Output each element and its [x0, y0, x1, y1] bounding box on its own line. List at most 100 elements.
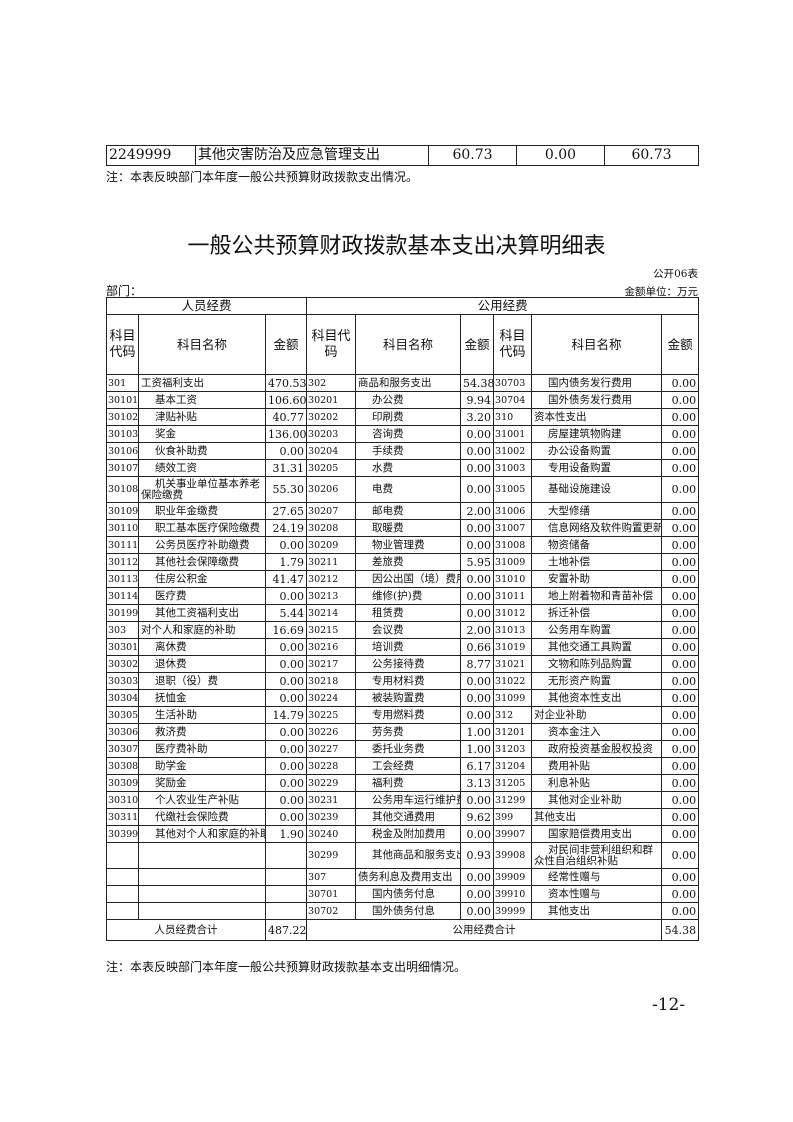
table-row: 30306 救济费 0.00 30226 劳务费 1.00 31201 资本金注入 0.00 [106, 723, 700, 741]
table-row: 307 债务利息及费用支出 0.00 39909 经常性赠与 0.00 [106, 868, 700, 886]
code-cell: 30201 [306, 391, 357, 409]
code-cell: 301 [106, 374, 139, 392]
code-cell: 30102 [106, 408, 139, 426]
amount-cell: 0.00 [460, 536, 495, 554]
name-cell: 无形资产购置 [531, 672, 663, 690]
name-cell: 物业管理费 [355, 536, 462, 554]
code-cell: 31001 [493, 425, 533, 443]
amount-cell: 0.00 [661, 868, 700, 886]
department-label: 部门： [106, 284, 143, 298]
name-cell: 电费 [355, 476, 462, 503]
amount-cell: 14.79 [264, 706, 308, 724]
code-cell: 30310 [106, 791, 139, 809]
amount-cell: 0.00 [264, 774, 308, 792]
code-cell: 30103 [106, 425, 139, 443]
code-cell: 31008 [493, 536, 533, 554]
name-cell: 维修(护)费 [355, 587, 462, 605]
amount-cell: 0.00 [661, 791, 700, 809]
name-cell: 其他对个人和家庭的补助 [138, 825, 266, 843]
name-cell: 委托业务费 [355, 740, 462, 758]
name-cell: 因公出国（境）费用 [355, 570, 462, 588]
table-row: 30106 伙食补助费 0.00 30204 手续费 0.00 31002 办公设备购置 0.0… [106, 442, 700, 460]
code-cell: 30399 [106, 825, 139, 843]
name-cell: 退休费 [138, 655, 266, 673]
code-cell: 31013 [493, 621, 533, 639]
code-cell: 30203 [306, 425, 357, 443]
name-cell: 取暖费 [355, 519, 462, 537]
code-cell: 30303 [106, 672, 139, 690]
name-cell: 工资福利支出 [138, 374, 266, 392]
amount-cell [264, 842, 308, 869]
amount-cell: 0.00 [661, 408, 700, 426]
name-cell: 利息补贴 [531, 774, 663, 792]
name-cell: 绩效工资 [138, 459, 266, 477]
amount-cell: 1.79 [264, 553, 308, 571]
code-cell: 30703 [493, 374, 533, 392]
amount-cell: 60.73 [604, 145, 699, 166]
code-cell: 30309 [106, 774, 139, 792]
name-cell: 医疗费补助 [138, 740, 266, 758]
amount-cell: 1.00 [460, 723, 495, 741]
name-cell: 物资储备 [531, 536, 663, 554]
amount-cell: 0.00 [661, 689, 700, 707]
code-cell: 30110 [106, 519, 139, 537]
page-number: -12- [652, 995, 686, 1015]
code-cell: 312 [493, 706, 533, 724]
amount-cell: 0.00 [460, 706, 495, 724]
amount-cell: 0.00 [460, 587, 495, 605]
code-cell: 30704 [493, 391, 533, 409]
name-cell: 资本性赠与 [531, 885, 663, 903]
amount-cell: 0.00 [661, 842, 700, 869]
code-cell [106, 842, 139, 869]
name-cell: 其他支出 [531, 902, 663, 920]
column-header-name: 科目名称 [355, 314, 462, 375]
page-title: 一般公共预算财政拨款基本支出决算明细表 [187, 234, 606, 259]
amount-cell: 0.00 [661, 587, 700, 605]
name-cell: 住房公积金 [138, 570, 266, 588]
code-cell: 303 [106, 621, 139, 639]
table-row: 30109 职业年金缴费 27.65 30207 邮电费 2.00 31006 大型修缮 0.0… [106, 502, 700, 520]
name-cell: 费用补贴 [531, 757, 663, 775]
amount-cell: 54.38 [460, 374, 495, 392]
name-cell [138, 885, 266, 903]
code-cell: 30226 [306, 723, 357, 741]
name-cell: 代缴社会保险费 [138, 808, 266, 826]
code-cell: 30218 [306, 672, 357, 690]
name-cell: 公务接待费 [355, 655, 462, 673]
code-cell: 39910 [493, 885, 533, 903]
name-cell: 大型修缮 [531, 502, 663, 520]
code-cell: 30202 [306, 408, 357, 426]
code-cell: 30308 [106, 757, 139, 775]
code-cell: 30231 [306, 791, 357, 809]
table-row: 30301 离休费 0.00 30216 培训费 0.66 31019 其他交通工具购置 0.0… [106, 638, 700, 656]
unit-label: 金额单位：万元 [624, 286, 699, 298]
code-cell: 31022 [493, 672, 533, 690]
name-cell: 其他商品和服务支出 [355, 842, 462, 869]
code-cell: 30311 [106, 808, 139, 826]
amount-cell: 0.00 [264, 655, 308, 673]
amount-cell: 0.00 [661, 638, 700, 656]
name-cell: 信息网络及软件购置更新 [531, 519, 663, 537]
name-cell: 培训费 [355, 638, 462, 656]
amount-cell: 0.00 [460, 442, 495, 460]
name-cell [138, 902, 266, 920]
name-cell: 抚恤金 [138, 689, 266, 707]
code-cell: 30206 [306, 476, 357, 503]
code-cell: 30307 [106, 740, 139, 758]
amount-cell: 31.31 [264, 459, 308, 477]
code-cell: 30215 [306, 621, 357, 639]
name-cell: 机关事业单位基本养老保险缴费 [138, 476, 266, 503]
group-header-row: 人员经费 公用经费 [105, 297, 700, 315]
amount-cell: 0.00 [661, 476, 700, 503]
name-cell: 津贴补贴 [138, 408, 266, 426]
code-cell: 30106 [106, 442, 139, 460]
name-cell: 文物和陈列品购置 [531, 655, 663, 673]
personnel-total-label: 人员经费合计 [106, 919, 266, 941]
name-cell: 地上附着物和青苗补偿 [531, 587, 663, 605]
code-cell: 30213 [306, 587, 357, 605]
code-cell: 30225 [306, 706, 357, 724]
name-cell: 其他交通工具购置 [531, 638, 663, 656]
name-cell: 国内债务付息 [355, 885, 462, 903]
table-row: 30302 退休费 0.00 30217 公务接待费 8.77 31021 文物和陈列品购置 0… [106, 655, 700, 673]
